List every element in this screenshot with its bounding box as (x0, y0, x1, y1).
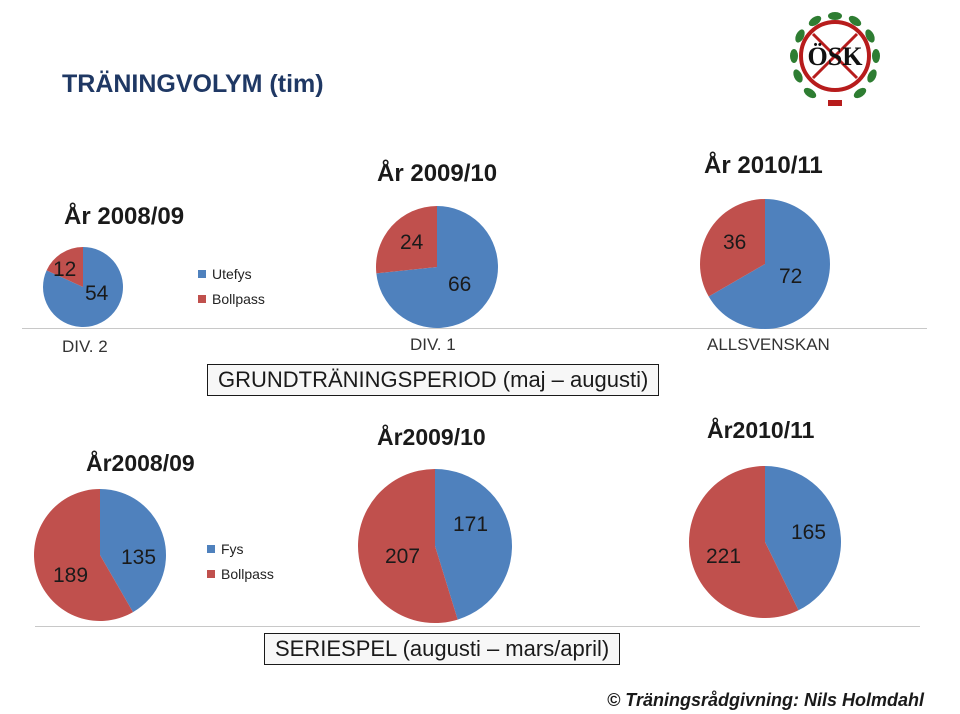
pie-data-label: 72 (779, 265, 802, 288)
copyright-footer: © Träningsrådgivning: Nils Holmdahl (607, 690, 924, 710)
legend-item-bollpass: Bollpass (207, 566, 274, 582)
bottom-divider (35, 626, 920, 627)
pie-slice-5-bollpass (358, 469, 458, 623)
pie-data-label: 189 (53, 564, 88, 587)
pie-slice-4-fys (100, 489, 166, 613)
top-divider (22, 328, 927, 329)
pie-data-label: 36 (723, 231, 746, 254)
division-label: DIV. 2 (62, 337, 108, 356)
page-title: TRÄNINGVOLYM (tim) (62, 70, 324, 98)
legend-label: Utefys (212, 266, 252, 282)
club-logo: ÖSK (790, 12, 880, 106)
pie-slice-3-bollpass (700, 199, 765, 297)
top-year-1: År 2008/09 (64, 203, 185, 230)
legend-swatch-red (198, 295, 206, 303)
legend-item-fys: Fys (207, 541, 274, 557)
legend-item-bollpass: Bollpass (198, 291, 265, 307)
pie-data-label: 24 (400, 231, 424, 254)
legend-label: Bollpass (221, 566, 274, 582)
pie-slice-5-fys (435, 469, 513, 620)
pie-data-label: 135 (121, 546, 156, 569)
legend-swatch-red (207, 570, 215, 578)
pie-slice-1-bollpass (46, 247, 83, 287)
legend-item-utefys: Utefys (198, 266, 265, 282)
legend-swatch-blue (198, 270, 206, 278)
division-label: ALLSVENSKAN (707, 335, 830, 354)
top-legend: Utefys Bollpass (198, 266, 265, 316)
top-year-2: År 2009/10 (377, 160, 498, 187)
bottom-year-1: År2008/09 (86, 450, 195, 476)
bottom-year-2: År2009/10 (377, 424, 486, 450)
pie-slice-4-bollpass (33, 489, 133, 622)
top-year-3: År 2010/11 (704, 152, 823, 179)
division-label: DIV. 1 (410, 335, 456, 354)
bottom-year-3: År2010/11 (707, 417, 815, 443)
pie-data-label: 221 (706, 545, 741, 568)
pie-slice-6-bollpass (689, 466, 799, 618)
period-label-bottom: SERIESPEL (augusti – mars/april) (264, 633, 621, 665)
pie-data-label: 207 (385, 545, 420, 568)
pie-slice-2-bollpass (375, 206, 437, 274)
period-label-top: GRUNDTRÄNINGSPERIOD (maj – augusti) (207, 364, 660, 396)
pie-slice-6-fys (765, 466, 842, 611)
legend-label: Fys (221, 541, 244, 557)
pie-data-label: 66 (448, 273, 471, 296)
legend-label: Bollpass (212, 291, 265, 307)
pie-data-label: 54 (85, 282, 109, 305)
pie-data-label: 171 (453, 513, 488, 536)
pie-data-label: 12 (53, 258, 76, 281)
bottom-legend: Fys Bollpass (207, 541, 274, 591)
logo-text: ÖSK (808, 42, 864, 71)
legend-swatch-blue (207, 545, 215, 553)
pie-data-label: 165 (791, 521, 826, 544)
pie-slice-2-utefys (376, 206, 498, 328)
pie-slice-3-utefys (708, 199, 830, 329)
